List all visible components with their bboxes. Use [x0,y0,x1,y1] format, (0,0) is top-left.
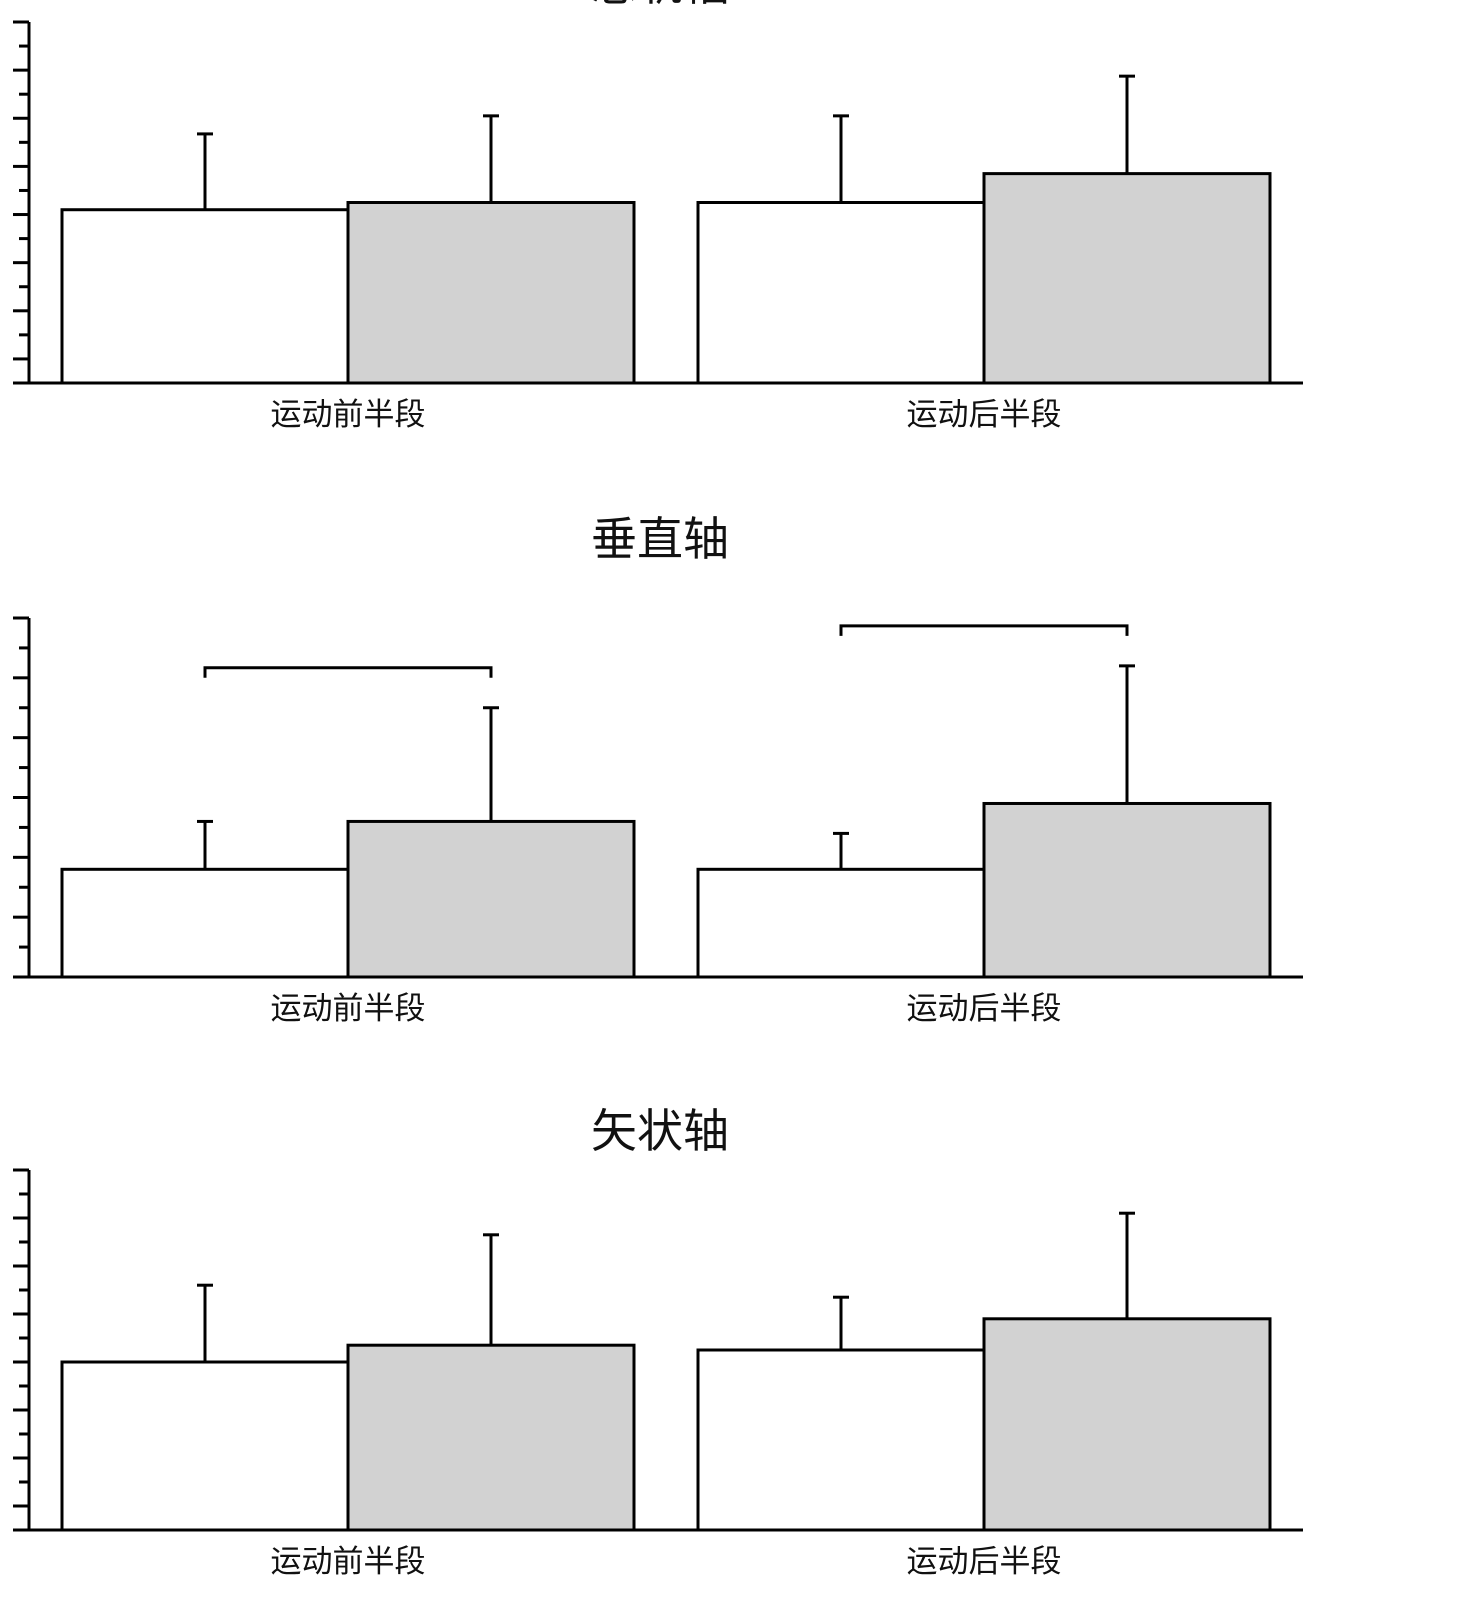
bar-series0-cat1 [696,201,986,385]
category-label: 运动后半段 [907,397,1062,433]
chart-title: 垂直轴 [591,512,729,566]
bar-series0-cat0 [60,867,350,979]
bar-series1-cat0 [346,201,636,385]
category-label: 运动前半段 [271,1544,426,1580]
significance-bracket [203,666,493,678]
bar-series0-cat0 [60,208,350,385]
category-label: 运动前半段 [271,397,426,433]
bar-series1-cat1 [982,801,1272,979]
significance-bracket [839,624,1129,636]
category-label: 运动前半段 [271,991,426,1027]
bar-series0-cat0 [60,1360,350,1532]
category-label: 运动后半段 [907,991,1062,1027]
bar-series1-cat1 [982,1317,1272,1532]
bar-series0-cat1 [696,867,986,979]
bar-series1-cat1 [982,172,1272,385]
bar-series1-cat0 [346,1343,636,1532]
chart-title: 总轨幅 [591,0,729,11]
bar-series0-cat1 [696,1348,986,1532]
bar-series1-cat0 [346,819,636,979]
chart-panel-0: 总轨幅运动前半段 运动后半段 [13,0,1303,433]
chart-title: 矢状轴 [591,1104,729,1158]
panels: 总轨幅运动前半段运动后半段垂直轴运动前半段运动后半段矢状轴运动前半段运动后半段 [13,0,1303,1580]
category-label: 运动后半段 [907,1544,1062,1580]
